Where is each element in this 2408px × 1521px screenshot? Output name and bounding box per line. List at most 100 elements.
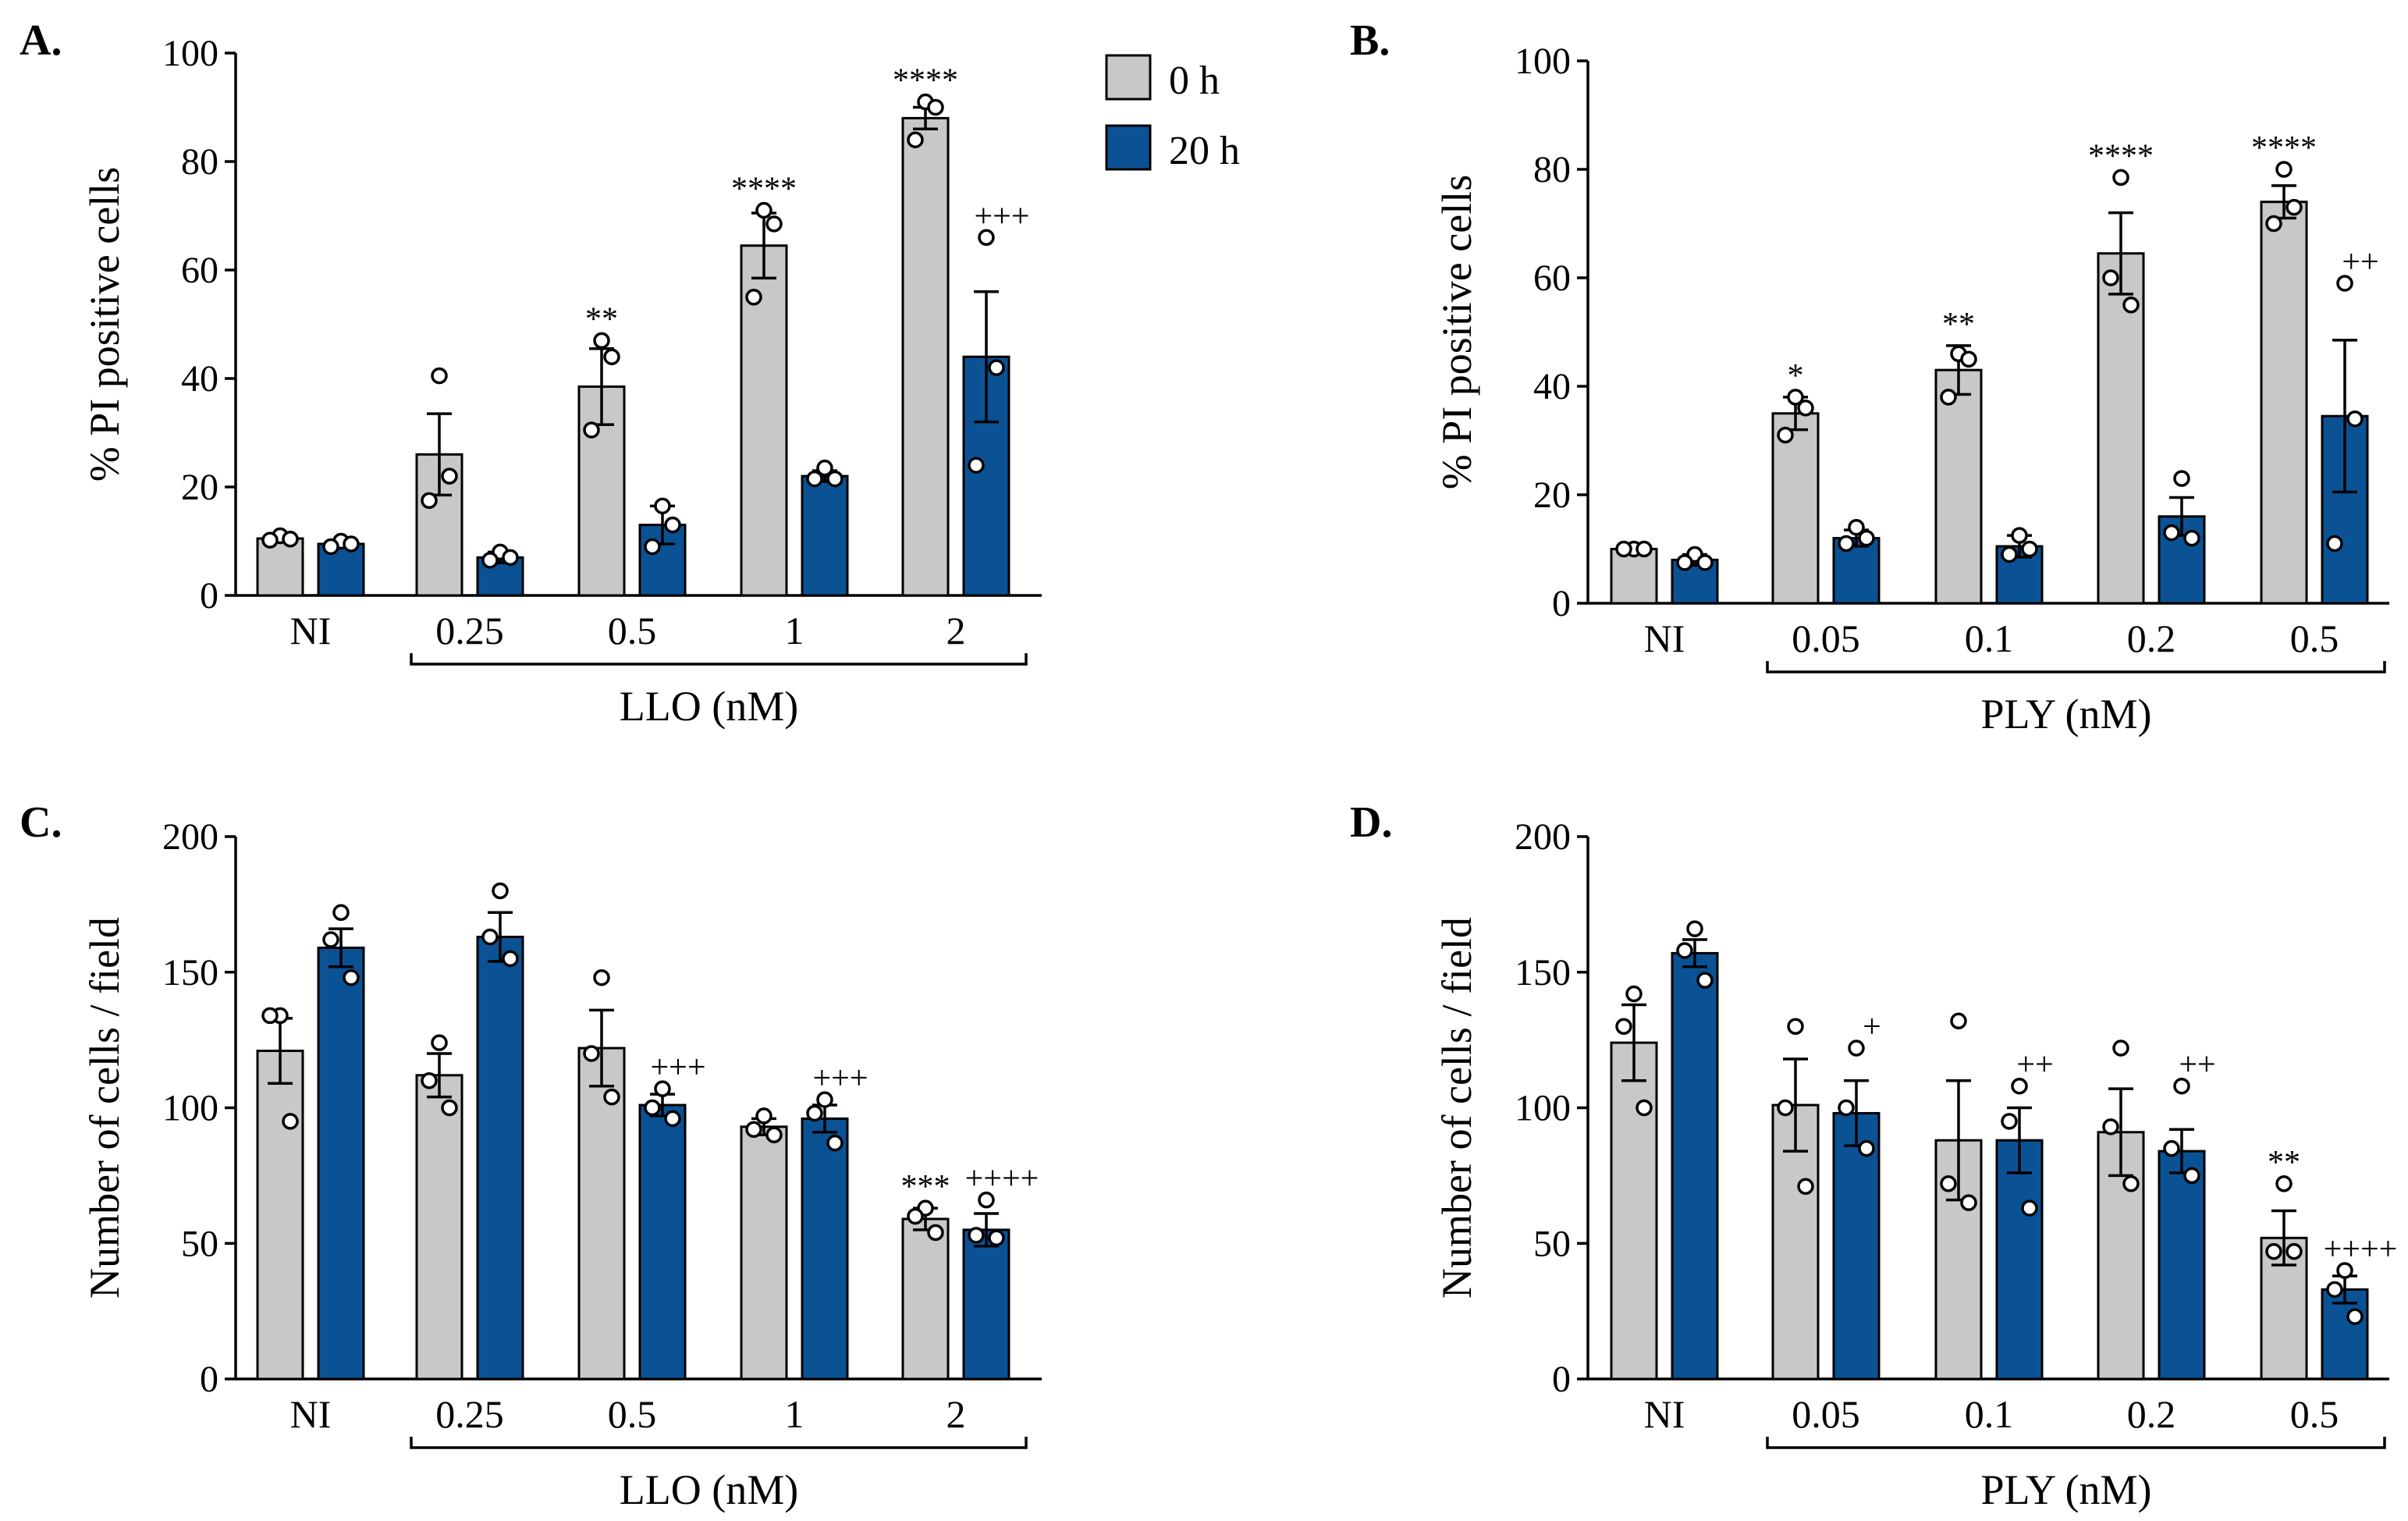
y-tick-label: 50 — [1533, 1223, 1571, 1264]
significance-label: ++++ — [2324, 1231, 2398, 1267]
x-tick-label: NI — [290, 609, 332, 652]
data-point — [421, 492, 438, 510]
data-point — [2001, 545, 2018, 563]
data-point — [2265, 1242, 2282, 1260]
group-bracket — [1766, 661, 2386, 673]
bar — [476, 936, 524, 1381]
bar — [2158, 1150, 2206, 1381]
x-tick-label: 1 — [785, 1392, 804, 1436]
data-point — [583, 1045, 600, 1062]
data-point — [755, 201, 772, 219]
data-point — [583, 421, 600, 439]
series-0h: ** — [1610, 985, 2308, 1381]
significance-label: ++ — [2342, 244, 2378, 280]
y-axis-title: % PI positive cells — [81, 167, 128, 482]
data-point — [441, 467, 458, 485]
x-tick-label: 0.05 — [1792, 617, 1860, 660]
bar — [317, 946, 365, 1381]
data-point — [1676, 554, 1693, 571]
data-point — [2112, 169, 2129, 187]
data-point — [654, 1080, 671, 1097]
panel-label: B. — [1350, 16, 1390, 65]
series-0h: ******* **** — [1610, 130, 2317, 605]
data-point — [2336, 275, 2353, 292]
significance-label: **** — [2251, 130, 2317, 166]
panel-label: D. — [1350, 798, 1392, 847]
data-point — [1787, 1018, 1804, 1035]
bar — [1995, 1139, 2044, 1381]
significance-label: ++++ — [965, 1161, 1039, 1197]
data-point — [1797, 1178, 1814, 1196]
y-tick-label: 60 — [181, 250, 218, 291]
y-axis-title: Number of cells / field — [81, 917, 128, 1299]
data-point — [2001, 1113, 2018, 1130]
data-point — [1858, 1139, 1875, 1157]
y-tick-label: 100 — [1515, 1088, 1571, 1129]
legend-swatch-0h — [1105, 54, 1152, 101]
x-tick-label: 0.5 — [2290, 1392, 2339, 1436]
data-point — [927, 98, 944, 116]
data-point — [1636, 1099, 1653, 1117]
x-tick-label: 2 — [947, 1392, 966, 1436]
data-point — [1686, 920, 1703, 937]
y-tick-label: 0 — [200, 1359, 218, 1400]
significance-label: **** — [731, 172, 797, 208]
data-point — [2102, 1118, 2119, 1135]
x-tick-label: 0.05 — [1792, 1392, 1860, 1436]
data-point — [1797, 400, 1814, 417]
y-tick-label: 60 — [1533, 258, 1571, 299]
data-point — [968, 1227, 985, 1244]
data-point — [502, 549, 519, 567]
data-point — [2285, 198, 2303, 216]
panel-D: D. 0 50 100 150 200 Number of cells / field ** +… — [1350, 798, 2397, 1513]
data-point — [261, 531, 279, 549]
y-tick-label: 0 — [200, 575, 218, 617]
data-point — [481, 928, 499, 946]
significance-label: +++ — [812, 1061, 868, 1096]
y-tick-label: 20 — [1533, 474, 1571, 516]
legend: 0 h 20 h — [1105, 54, 1240, 173]
data-point — [603, 1088, 620, 1106]
data-point — [644, 1099, 661, 1117]
bar — [1671, 951, 1719, 1381]
significance-label: + — [1863, 1009, 1881, 1045]
data-point — [441, 1099, 458, 1117]
y-tick-label: 150 — [162, 952, 218, 993]
significance-label: **** — [2088, 138, 2154, 174]
y-tick-label: 20 — [181, 467, 218, 508]
bar — [740, 1125, 788, 1381]
x-tick-label: 0.25 — [435, 1392, 504, 1436]
data-point — [421, 1072, 438, 1089]
data-point — [2021, 1199, 2038, 1217]
data-point — [2173, 470, 2190, 487]
data-point — [826, 470, 844, 488]
data-point — [2122, 297, 2140, 314]
data-point — [927, 1224, 944, 1242]
significance-label: ++ — [2179, 1047, 2215, 1083]
group-bracket — [410, 653, 1028, 666]
data-point — [1696, 972, 1714, 989]
y-tick-label: 200 — [1515, 816, 1571, 858]
x-tick-label: NI — [290, 1392, 332, 1436]
bar — [801, 1117, 849, 1381]
x-tick-label: 0.5 — [608, 609, 657, 652]
x-tick-label: 0.5 — [608, 1392, 657, 1436]
data-point — [2336, 1262, 2353, 1279]
data-point — [2346, 1308, 2364, 1325]
x-axis-title: LLO (nM) — [620, 1466, 798, 1513]
data-point — [322, 538, 339, 556]
y-tick-label: 200 — [162, 816, 218, 858]
data-point — [654, 497, 671, 515]
data-point — [1777, 426, 1794, 444]
data-point — [988, 359, 1005, 376]
bar — [1934, 368, 1983, 605]
data-point — [1615, 1018, 1632, 1035]
data-point — [502, 950, 519, 968]
series-20h: ++ — [1671, 244, 2379, 605]
y-tick-label: 100 — [162, 1088, 218, 1129]
data-point — [1848, 1039, 1865, 1057]
series-0h: ********** — [256, 63, 958, 597]
data-point — [2122, 1175, 2140, 1192]
legend-label-0h: 0 h — [1169, 59, 1220, 103]
y-tick-label: 0 — [1552, 583, 1571, 624]
